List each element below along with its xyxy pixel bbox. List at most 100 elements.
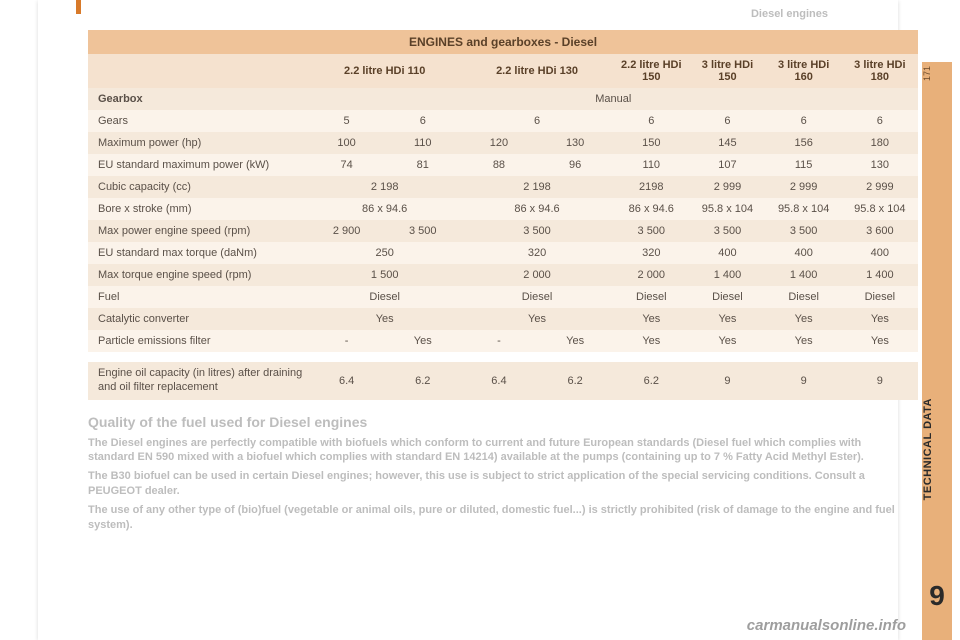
cell: 110	[613, 154, 689, 176]
label-torqspd: Max torque engine speed (rpm)	[88, 264, 309, 286]
value-gearbox: Manual	[309, 88, 918, 110]
cell: 6.4	[461, 362, 537, 400]
cell: 95.8 x 104	[689, 198, 765, 220]
cell: 110	[385, 132, 461, 154]
cell: 9	[689, 362, 765, 400]
label-bore: Bore x stroke (mm)	[88, 198, 309, 220]
cell: 6.2	[385, 362, 461, 400]
table-title-row: ENGINES and gearboxes - Diesel	[88, 30, 918, 54]
cell: Diesel	[766, 286, 842, 308]
side-section: TECHNICAL DATA	[922, 398, 952, 500]
cell: 107	[689, 154, 765, 176]
cell: Diesel	[689, 286, 765, 308]
cell: Diesel	[613, 286, 689, 308]
label-cubic: Cubic capacity (cc)	[88, 176, 309, 198]
cell: 2 198	[309, 176, 461, 198]
cell: 5	[309, 110, 385, 132]
content-area: ENGINES and gearboxes - Diesel 2.2 litre…	[88, 30, 918, 537]
cell: 1 500	[309, 264, 461, 286]
label-cat: Catalytic converter	[88, 308, 309, 330]
row-torque: EU standard max torque (daNm) 250 320 32…	[88, 242, 918, 264]
cell: Yes	[309, 308, 461, 330]
cell: Diesel	[309, 286, 461, 308]
cell: 2 000	[461, 264, 613, 286]
header-blank	[88, 54, 309, 88]
cell: 2 000	[613, 264, 689, 286]
cell: 150	[613, 132, 689, 154]
cell: 3 500	[461, 220, 613, 242]
cell: Diesel	[842, 286, 918, 308]
cell: 145	[689, 132, 765, 154]
cell: 95.8 x 104	[766, 198, 842, 220]
engine-1: 2.2 litre HDi 110	[309, 54, 461, 88]
cell: 320	[613, 242, 689, 264]
cell: 6	[385, 110, 461, 132]
row-gears: Gears 5 6 6 6 6 6 6	[88, 110, 918, 132]
cell: 96	[537, 154, 613, 176]
label-oil: Engine oil capacity (in litres) after dr…	[88, 362, 309, 400]
cell: Yes	[385, 330, 461, 352]
cell: 1 400	[842, 264, 918, 286]
row-pef: Particle emissions filter - Yes - Yes Ye…	[88, 330, 918, 352]
cell: -	[461, 330, 537, 352]
cell: 2 198	[461, 176, 613, 198]
label-pef: Particle emissions filter	[88, 330, 309, 352]
row-maxpwrspd: Max power engine speed (rpm) 2 900 3 500…	[88, 220, 918, 242]
cell: Yes	[689, 330, 765, 352]
cell: Yes	[689, 308, 765, 330]
cell: Yes	[766, 308, 842, 330]
cell: 86 x 94.6	[309, 198, 461, 220]
page-background: Diesel engines ENGINES and gearboxes - D…	[38, 0, 898, 640]
cell: 6	[461, 110, 613, 132]
cell: 2 999	[842, 176, 918, 198]
cell: 320	[461, 242, 613, 264]
cell: 6	[689, 110, 765, 132]
cell: 86 x 94.6	[461, 198, 613, 220]
cell: 6	[766, 110, 842, 132]
body-text: Quality of the fuel used for Diesel engi…	[88, 414, 908, 533]
cell: 6.2	[537, 362, 613, 400]
table-title: ENGINES and gearboxes - Diesel	[88, 30, 918, 54]
watermark: carmanualsonline.info	[747, 617, 906, 634]
row-eukw: EU standard maximum power (kW) 74 81 88 …	[88, 154, 918, 176]
cell: Yes	[766, 330, 842, 352]
spacer-row	[88, 352, 918, 362]
cell: 9	[766, 362, 842, 400]
cell: 3 600	[842, 220, 918, 242]
cell: 400	[842, 242, 918, 264]
cell: 400	[689, 242, 765, 264]
cell: 400	[766, 242, 842, 264]
cell: Yes	[461, 308, 613, 330]
cell: 2 999	[766, 176, 842, 198]
header-topic: Diesel engines	[751, 8, 828, 20]
cell: 3 500	[385, 220, 461, 242]
cell: 3 500	[766, 220, 842, 242]
engine-4: 3 litre HDi 150	[689, 54, 765, 88]
cell: Yes	[537, 330, 613, 352]
body-p1: The Diesel engines are perfectly compati…	[88, 436, 908, 466]
cell: 100	[309, 132, 385, 154]
cell: 95.8 x 104	[842, 198, 918, 220]
cell: 6	[613, 110, 689, 132]
cell: 250	[309, 242, 461, 264]
cell: 2198	[613, 176, 689, 198]
label-fuel: Fuel	[88, 286, 309, 308]
cell: 9	[842, 362, 918, 400]
spec-table: ENGINES and gearboxes - Diesel 2.2 litre…	[88, 30, 918, 400]
row-cat: Catalytic converter Yes Yes Yes Yes Yes …	[88, 308, 918, 330]
cell: Yes	[613, 330, 689, 352]
cell: Yes	[842, 330, 918, 352]
side-tab: 171 TECHNICAL DATA 9	[922, 62, 952, 640]
label-gears: Gears	[88, 110, 309, 132]
cell: Yes	[842, 308, 918, 330]
cell: 6.4	[309, 362, 385, 400]
cell: 6	[842, 110, 918, 132]
cell: 6.2	[613, 362, 689, 400]
top-orange-marker	[76, 0, 81, 14]
cell: 120	[461, 132, 537, 154]
label-maxpwrspd: Max power engine speed (rpm)	[88, 220, 309, 242]
cell: Diesel	[461, 286, 613, 308]
cell: 88	[461, 154, 537, 176]
cell: 180	[842, 132, 918, 154]
body-p2: The B30 biofuel can be used in certain D…	[88, 469, 908, 499]
